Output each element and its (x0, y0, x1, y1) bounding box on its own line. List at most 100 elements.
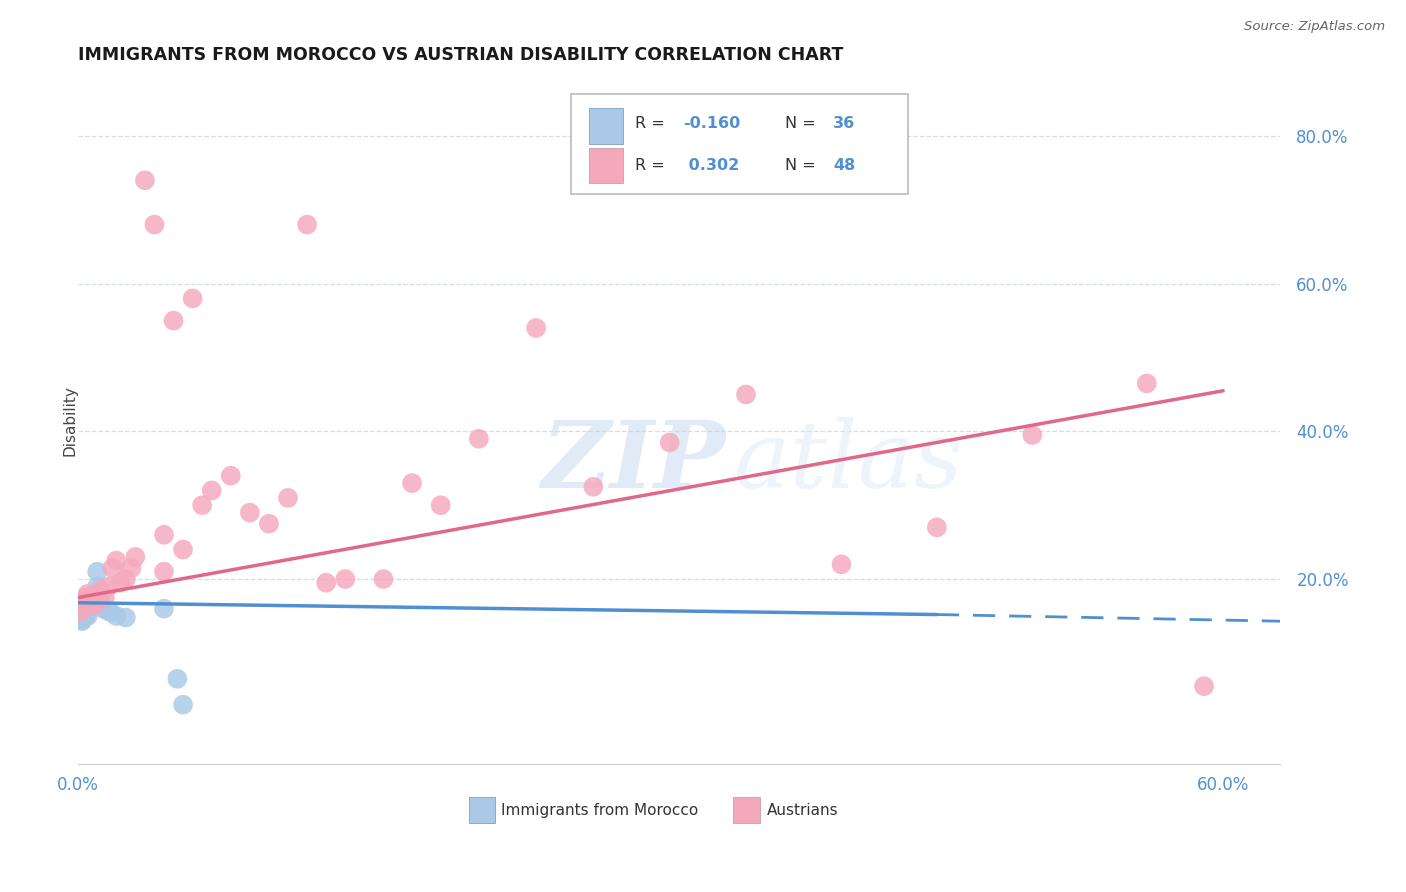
Text: -0.160: -0.160 (683, 116, 740, 131)
Point (76, 587, 98, 601)
Point (191, 498, 214, 512)
Point (69, 605, 91, 619)
Point (925, 520, 948, 534)
Point (76, 609, 98, 624)
Point (166, 672, 188, 686)
Point (80, 594, 103, 608)
Point (830, 558, 852, 572)
Point (79, 601, 101, 615)
Point (91, 601, 114, 615)
Point (84, 598, 107, 612)
Point (90, 596, 112, 610)
Text: 48: 48 (834, 158, 855, 173)
Point (153, 528, 176, 542)
Text: 36: 36 (834, 116, 855, 131)
Point (75, 605, 97, 619)
Point (201, 483, 224, 498)
Point (277, 491, 299, 505)
Point (582, 480, 605, 494)
Point (239, 506, 262, 520)
Text: N =: N = (785, 158, 821, 173)
Point (105, 609, 128, 624)
Point (69, 609, 91, 624)
Point (315, 575, 337, 590)
Point (153, 565, 176, 579)
Point (121, 561, 143, 575)
Point (373, 572, 395, 586)
Text: R =: R = (634, 158, 669, 173)
Point (172, 542, 194, 557)
Point (90, 583, 112, 598)
Text: IMMIGRANTS FROM MOROCCO VS AUSTRIAN DISABILITY CORRELATION CHART: IMMIGRANTS FROM MOROCCO VS AUSTRIAN DISA… (79, 46, 844, 64)
Point (70, 603, 93, 617)
Point (73, 594, 96, 608)
Point (658, 435, 681, 450)
Point (80, 591, 103, 605)
Point (76, 603, 98, 617)
Point (70, 613, 93, 627)
Point (84, 587, 107, 601)
Text: Source: ZipAtlas.com: Source: ZipAtlas.com (1244, 20, 1385, 33)
Point (401, 476, 423, 491)
Point (114, 572, 136, 586)
Point (70, 607, 93, 622)
Y-axis label: Disability: Disability (62, 384, 77, 456)
Point (70, 598, 93, 612)
Bar (589, 108, 623, 144)
Point (219, 468, 242, 483)
Point (429, 498, 451, 512)
Point (87, 588, 110, 602)
Point (335, 572, 357, 586)
Point (1021, 428, 1043, 442)
Point (96, 603, 118, 617)
Point (153, 601, 176, 615)
Point (76, 598, 98, 612)
Point (162, 313, 184, 327)
Point (86, 587, 108, 601)
Point (524, 321, 547, 335)
Bar (468, 797, 495, 823)
Point (181, 292, 204, 306)
Point (257, 516, 280, 531)
Point (70, 611, 93, 625)
Point (468, 432, 491, 446)
Bar (734, 797, 759, 823)
Point (86, 565, 108, 579)
Point (108, 575, 131, 590)
Point (105, 554, 128, 568)
Point (124, 549, 146, 564)
Point (75, 600, 97, 615)
Point (143, 218, 166, 232)
Point (80, 598, 103, 612)
Bar (589, 148, 623, 184)
Point (70, 614, 93, 628)
Point (97, 579, 120, 593)
Point (69, 610, 91, 624)
Point (69, 605, 91, 619)
Point (86, 579, 108, 593)
Point (295, 218, 318, 232)
Point (134, 173, 156, 187)
Text: 0.302: 0.302 (683, 158, 740, 173)
Point (73, 605, 96, 619)
Point (100, 605, 122, 619)
Point (79, 598, 101, 612)
Point (82, 591, 104, 605)
Text: atlas: atlas (734, 417, 963, 507)
Point (101, 561, 124, 575)
Point (1136, 376, 1159, 391)
Text: Austrians: Austrians (768, 803, 838, 818)
Text: ZIP: ZIP (541, 417, 725, 507)
Point (73, 601, 96, 615)
Point (172, 698, 194, 712)
Point (94, 591, 117, 605)
Point (82, 596, 104, 610)
Text: R =: R = (634, 116, 669, 131)
Text: Immigrants from Morocco: Immigrants from Morocco (502, 803, 699, 818)
Point (73, 610, 96, 624)
FancyBboxPatch shape (571, 94, 908, 194)
Point (82, 591, 104, 605)
Point (735, 387, 758, 401)
Text: N =: N = (785, 116, 821, 131)
Point (79, 594, 101, 608)
